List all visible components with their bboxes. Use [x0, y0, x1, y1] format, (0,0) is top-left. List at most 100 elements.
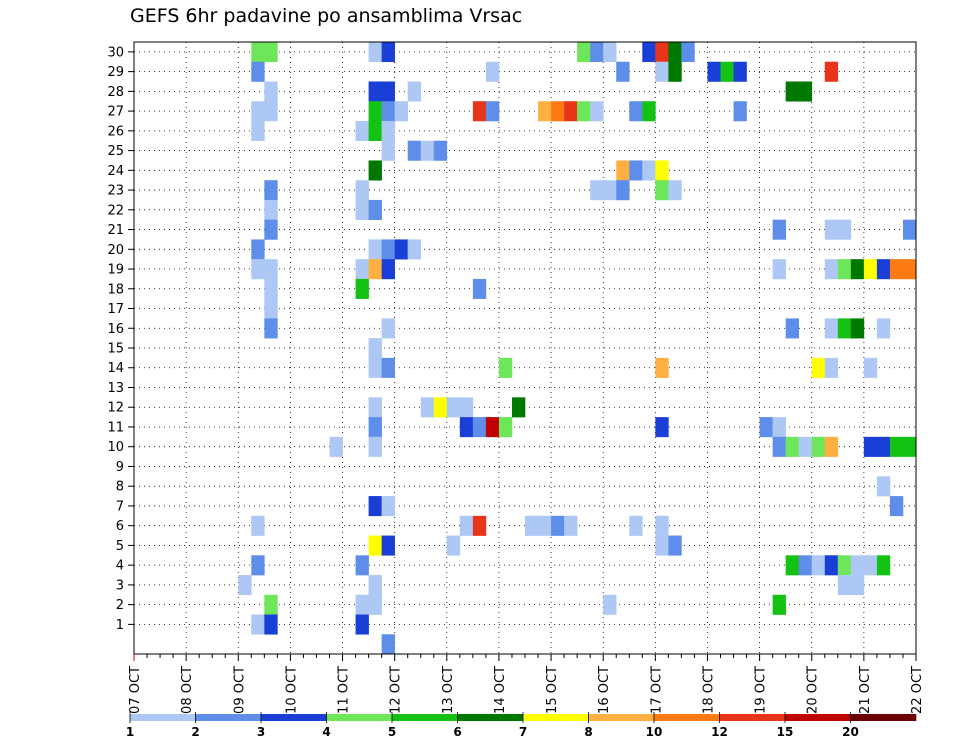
heatmap-cell — [498, 417, 513, 438]
heatmap-cell — [629, 101, 643, 122]
heatmap-cell — [381, 496, 395, 517]
y-tick-label: 2 — [116, 598, 124, 613]
heatmap-cell — [355, 180, 369, 201]
x-tick-label: 14 OCT — [493, 666, 508, 714]
heatmap-cell — [616, 180, 630, 201]
heatmap-cell — [785, 436, 799, 457]
heatmap-cell — [446, 397, 474, 418]
heatmap-cell — [368, 42, 382, 63]
colorbar-swatch — [588, 714, 655, 721]
x-tick-label: 13 OCT — [441, 666, 456, 714]
heatmap-cell — [720, 61, 734, 82]
heatmap-cell — [629, 160, 643, 181]
heatmap-cell — [681, 42, 695, 63]
heatmap-cell — [642, 42, 656, 63]
heatmap-cell — [876, 436, 891, 457]
heatmap-cell — [577, 42, 591, 63]
y-tick-label: 19 — [107, 263, 124, 278]
heatmap-cell — [655, 515, 669, 536]
x-tick-label: 21 OCT — [858, 666, 873, 714]
colorbar-label: 6 — [453, 725, 461, 739]
y-tick-label: 11 — [107, 420, 124, 435]
heatmap-cell — [264, 199, 278, 220]
heatmap-cell — [863, 259, 878, 280]
x-tick-label: 07 OCT — [128, 666, 143, 714]
heatmap-cell — [368, 357, 382, 378]
heatmap-cell — [655, 417, 669, 438]
heatmap-cell — [655, 180, 669, 201]
heatmap-cell — [472, 417, 487, 438]
heatmap-cell — [551, 515, 565, 536]
heatmap-cell — [368, 338, 382, 359]
heatmap-cell — [772, 259, 786, 280]
heatmap-cell — [850, 318, 865, 339]
heatmap-cell — [407, 239, 422, 260]
colorbar-label: 8 — [584, 725, 592, 739]
heatmap-cell — [733, 61, 747, 82]
y-tick-label: 16 — [107, 322, 124, 337]
heatmap-cell — [538, 101, 552, 122]
heatmap-cell — [368, 397, 382, 418]
colorbar-label: 20 — [842, 725, 859, 739]
heatmap-cell — [368, 259, 382, 280]
heatmap-cell — [381, 535, 395, 556]
colorbar-label: 15 — [777, 725, 794, 739]
heatmap-cell — [355, 278, 369, 299]
heatmap-cell — [590, 101, 604, 122]
colorbar-label: 12 — [711, 725, 728, 739]
x-tick-label: 11 OCT — [337, 666, 352, 714]
heatmap-cell — [381, 101, 395, 122]
heatmap-cell — [863, 555, 878, 576]
heatmap-cell — [368, 436, 382, 457]
y-tick-label: 14 — [107, 361, 124, 376]
x-tick-label: 22 OCT — [910, 666, 925, 714]
heatmap-cell — [368, 101, 382, 122]
heatmap-cell — [407, 140, 422, 161]
heatmap-cell — [485, 61, 500, 82]
heatmap-cell — [498, 357, 513, 378]
colorbar: 1 2 3 4 5 6 7 8 10 12 15 20 — [126, 712, 917, 739]
heatmap-cell — [564, 515, 578, 536]
heatmap-cell — [368, 120, 382, 142]
y-tick-label: 27 — [107, 105, 124, 120]
y-tick-label: 24 — [107, 164, 124, 179]
heatmap-cell — [837, 318, 852, 339]
heatmap-cell — [511, 397, 526, 418]
y-axis-ticks: 1234567891011121314151617181920212223242… — [107, 45, 134, 633]
colorbar-swatch — [654, 714, 720, 721]
x-axis-ticks: 07 OCT 08 OCT 09 OCT 10 OCT 11 OCT 12 OCT 13 O… — [128, 654, 925, 714]
heatmap-cell — [824, 61, 839, 82]
heatmap-cell — [407, 81, 422, 102]
heatmap-cell — [238, 575, 252, 596]
heatmap-cell — [876, 259, 891, 280]
heatmap-cell — [798, 555, 813, 576]
heatmap-cell — [889, 496, 904, 517]
heatmap-cell — [472, 101, 487, 122]
heatmap-cell — [837, 259, 852, 280]
heatmap-cell — [876, 318, 891, 339]
heatmap-cell — [264, 614, 278, 635]
heatmap-cell — [824, 259, 839, 280]
heatmap-cell — [355, 594, 382, 615]
heatmap-cell — [642, 160, 656, 181]
y-tick-label: 20 — [107, 243, 124, 258]
heatmap-cell — [837, 555, 852, 576]
heatmap-cell — [798, 436, 813, 457]
heatmap-cell — [603, 42, 617, 63]
heatmap-cell — [251, 259, 278, 280]
heatmap-cell — [811, 555, 826, 576]
heatmap-cell — [264, 594, 278, 615]
heatmap-cell — [876, 476, 891, 497]
heatmap-cell — [355, 120, 369, 142]
heatmap-cell — [811, 436, 826, 457]
x-tick-label: 17 OCT — [649, 666, 664, 714]
heatmap-cell — [590, 180, 617, 201]
y-tick-label: 4 — [116, 559, 124, 574]
heatmap-cell — [837, 575, 865, 596]
heatmap-cell — [824, 318, 839, 339]
x-tick-label: 16 OCT — [597, 666, 612, 714]
heatmap-cell — [355, 614, 369, 635]
y-tick-label: 26 — [107, 124, 124, 139]
